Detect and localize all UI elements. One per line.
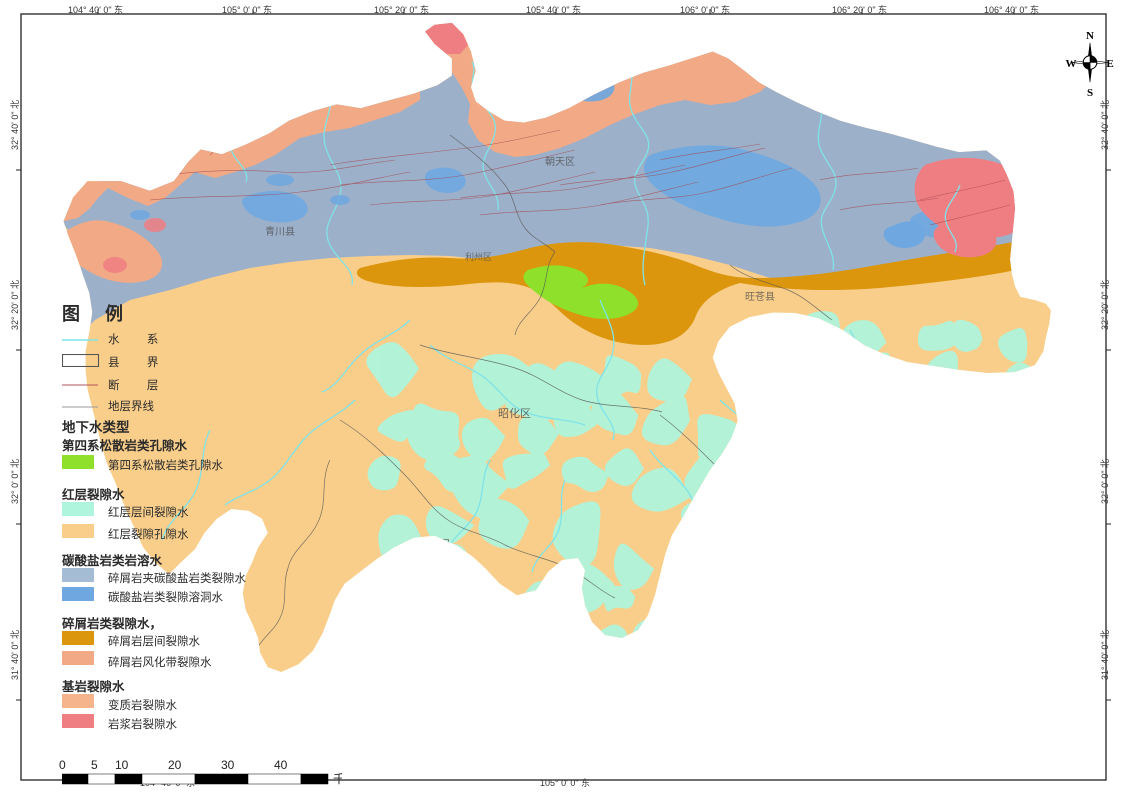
svg-text:W: W [1066,58,1077,70]
svg-text:剑阁县: 剑阁县 [418,537,451,551]
svg-text:朝天区: 朝天区 [545,156,575,168]
svg-text:旺苍县: 旺苍县 [745,290,775,303]
svg-text:苍溪县: 苍溪县 [760,525,793,538]
svg-text:昭化区: 昭化区 [498,406,531,420]
svg-text:千米: 千米 [333,772,342,786]
svg-text:N: N [1086,30,1094,42]
svg-text:E: E [1106,58,1113,70]
svg-text:S: S [1087,87,1093,98]
svg-text:利州区: 利州区 [465,251,492,262]
